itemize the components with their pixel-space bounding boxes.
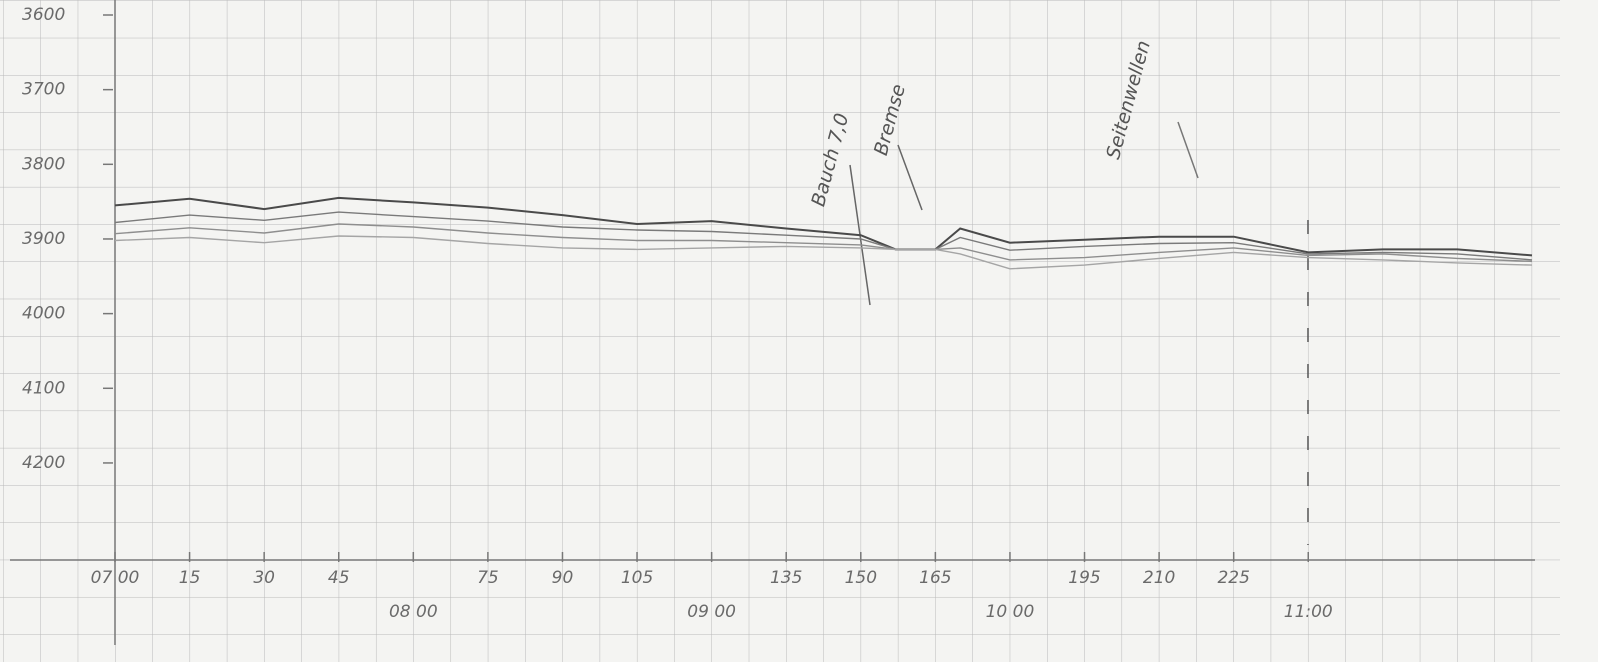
x-tick-label: 105 bbox=[621, 568, 653, 588]
annotation-line bbox=[1177, 121, 1199, 179]
data-line bbox=[114, 235, 1533, 270]
data-line bbox=[114, 196, 1533, 257]
x-tick-label: 165 bbox=[919, 568, 951, 588]
x-tick-label: 75 bbox=[477, 568, 499, 588]
y-tick-label: 4000 bbox=[22, 304, 65, 324]
x-tick-label: 210 bbox=[1143, 568, 1175, 588]
annotation-line bbox=[897, 144, 923, 211]
data-line bbox=[114, 211, 1533, 261]
y-tick-label: 4200 bbox=[22, 453, 65, 473]
y-tick-label: 3900 bbox=[22, 229, 65, 249]
y-tick-label: 4100 bbox=[22, 378, 65, 398]
x-tick-label: 09 00 bbox=[687, 602, 736, 622]
x-tick-label: 10 00 bbox=[986, 602, 1035, 622]
y-tick-label: 3700 bbox=[22, 80, 65, 100]
x-tick-label: 15 bbox=[179, 568, 201, 588]
x-tick-label: 11:00 bbox=[1284, 602, 1333, 622]
x-tick-label: 150 bbox=[845, 568, 877, 588]
x-tick-label: 90 bbox=[552, 568, 574, 588]
y-tick-label: 3600 bbox=[22, 5, 65, 25]
y-tick-label: 3800 bbox=[22, 154, 65, 174]
x-tick-label: 45 bbox=[328, 568, 350, 588]
x-tick-label: 135 bbox=[770, 568, 802, 588]
x-tick-label: 225 bbox=[1217, 568, 1249, 588]
x-tick-label: 08 00 bbox=[389, 602, 438, 622]
x-tick-label: 195 bbox=[1068, 568, 1100, 588]
x-tick-label: 07 00 bbox=[91, 568, 140, 588]
x-tick-label: 30 bbox=[253, 568, 275, 588]
data-line bbox=[114, 223, 1533, 263]
graph-paper bbox=[0, 0, 1560, 662]
